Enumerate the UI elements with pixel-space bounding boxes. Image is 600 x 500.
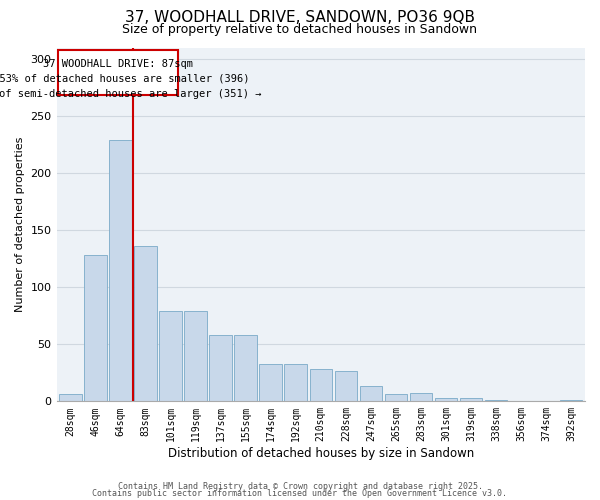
Bar xyxy=(410,394,432,402)
Bar xyxy=(485,400,508,402)
Bar xyxy=(460,398,482,402)
Bar xyxy=(109,140,131,402)
Bar xyxy=(335,370,357,402)
Bar xyxy=(359,386,382,402)
Bar xyxy=(184,311,207,402)
Bar xyxy=(235,335,257,402)
Bar xyxy=(259,364,282,402)
Text: Contains HM Land Registry data © Crown copyright and database right 2025.: Contains HM Land Registry data © Crown c… xyxy=(118,482,482,491)
Bar xyxy=(209,335,232,402)
Bar xyxy=(59,394,82,402)
Text: Size of property relative to detached houses in Sandown: Size of property relative to detached ho… xyxy=(122,22,478,36)
Text: ← 53% of detached houses are smaller (396): ← 53% of detached houses are smaller (39… xyxy=(0,74,250,84)
Bar xyxy=(84,255,107,402)
Bar xyxy=(385,394,407,402)
Bar xyxy=(284,364,307,402)
Bar xyxy=(134,246,157,402)
Bar xyxy=(159,311,182,402)
Text: 47% of semi-detached houses are larger (351) →: 47% of semi-detached houses are larger (… xyxy=(0,88,262,99)
Text: Contains public sector information licensed under the Open Government Licence v3: Contains public sector information licen… xyxy=(92,488,508,498)
Bar xyxy=(560,400,583,402)
Text: 37, WOODHALL DRIVE, SANDOWN, PO36 9QB: 37, WOODHALL DRIVE, SANDOWN, PO36 9QB xyxy=(125,10,475,25)
Text: 37 WOODHALL DRIVE: 87sqm: 37 WOODHALL DRIVE: 87sqm xyxy=(43,59,193,69)
Y-axis label: Number of detached properties: Number of detached properties xyxy=(15,136,25,312)
Bar xyxy=(310,370,332,402)
X-axis label: Distribution of detached houses by size in Sandown: Distribution of detached houses by size … xyxy=(167,447,474,460)
FancyBboxPatch shape xyxy=(58,50,178,96)
Bar xyxy=(435,398,457,402)
